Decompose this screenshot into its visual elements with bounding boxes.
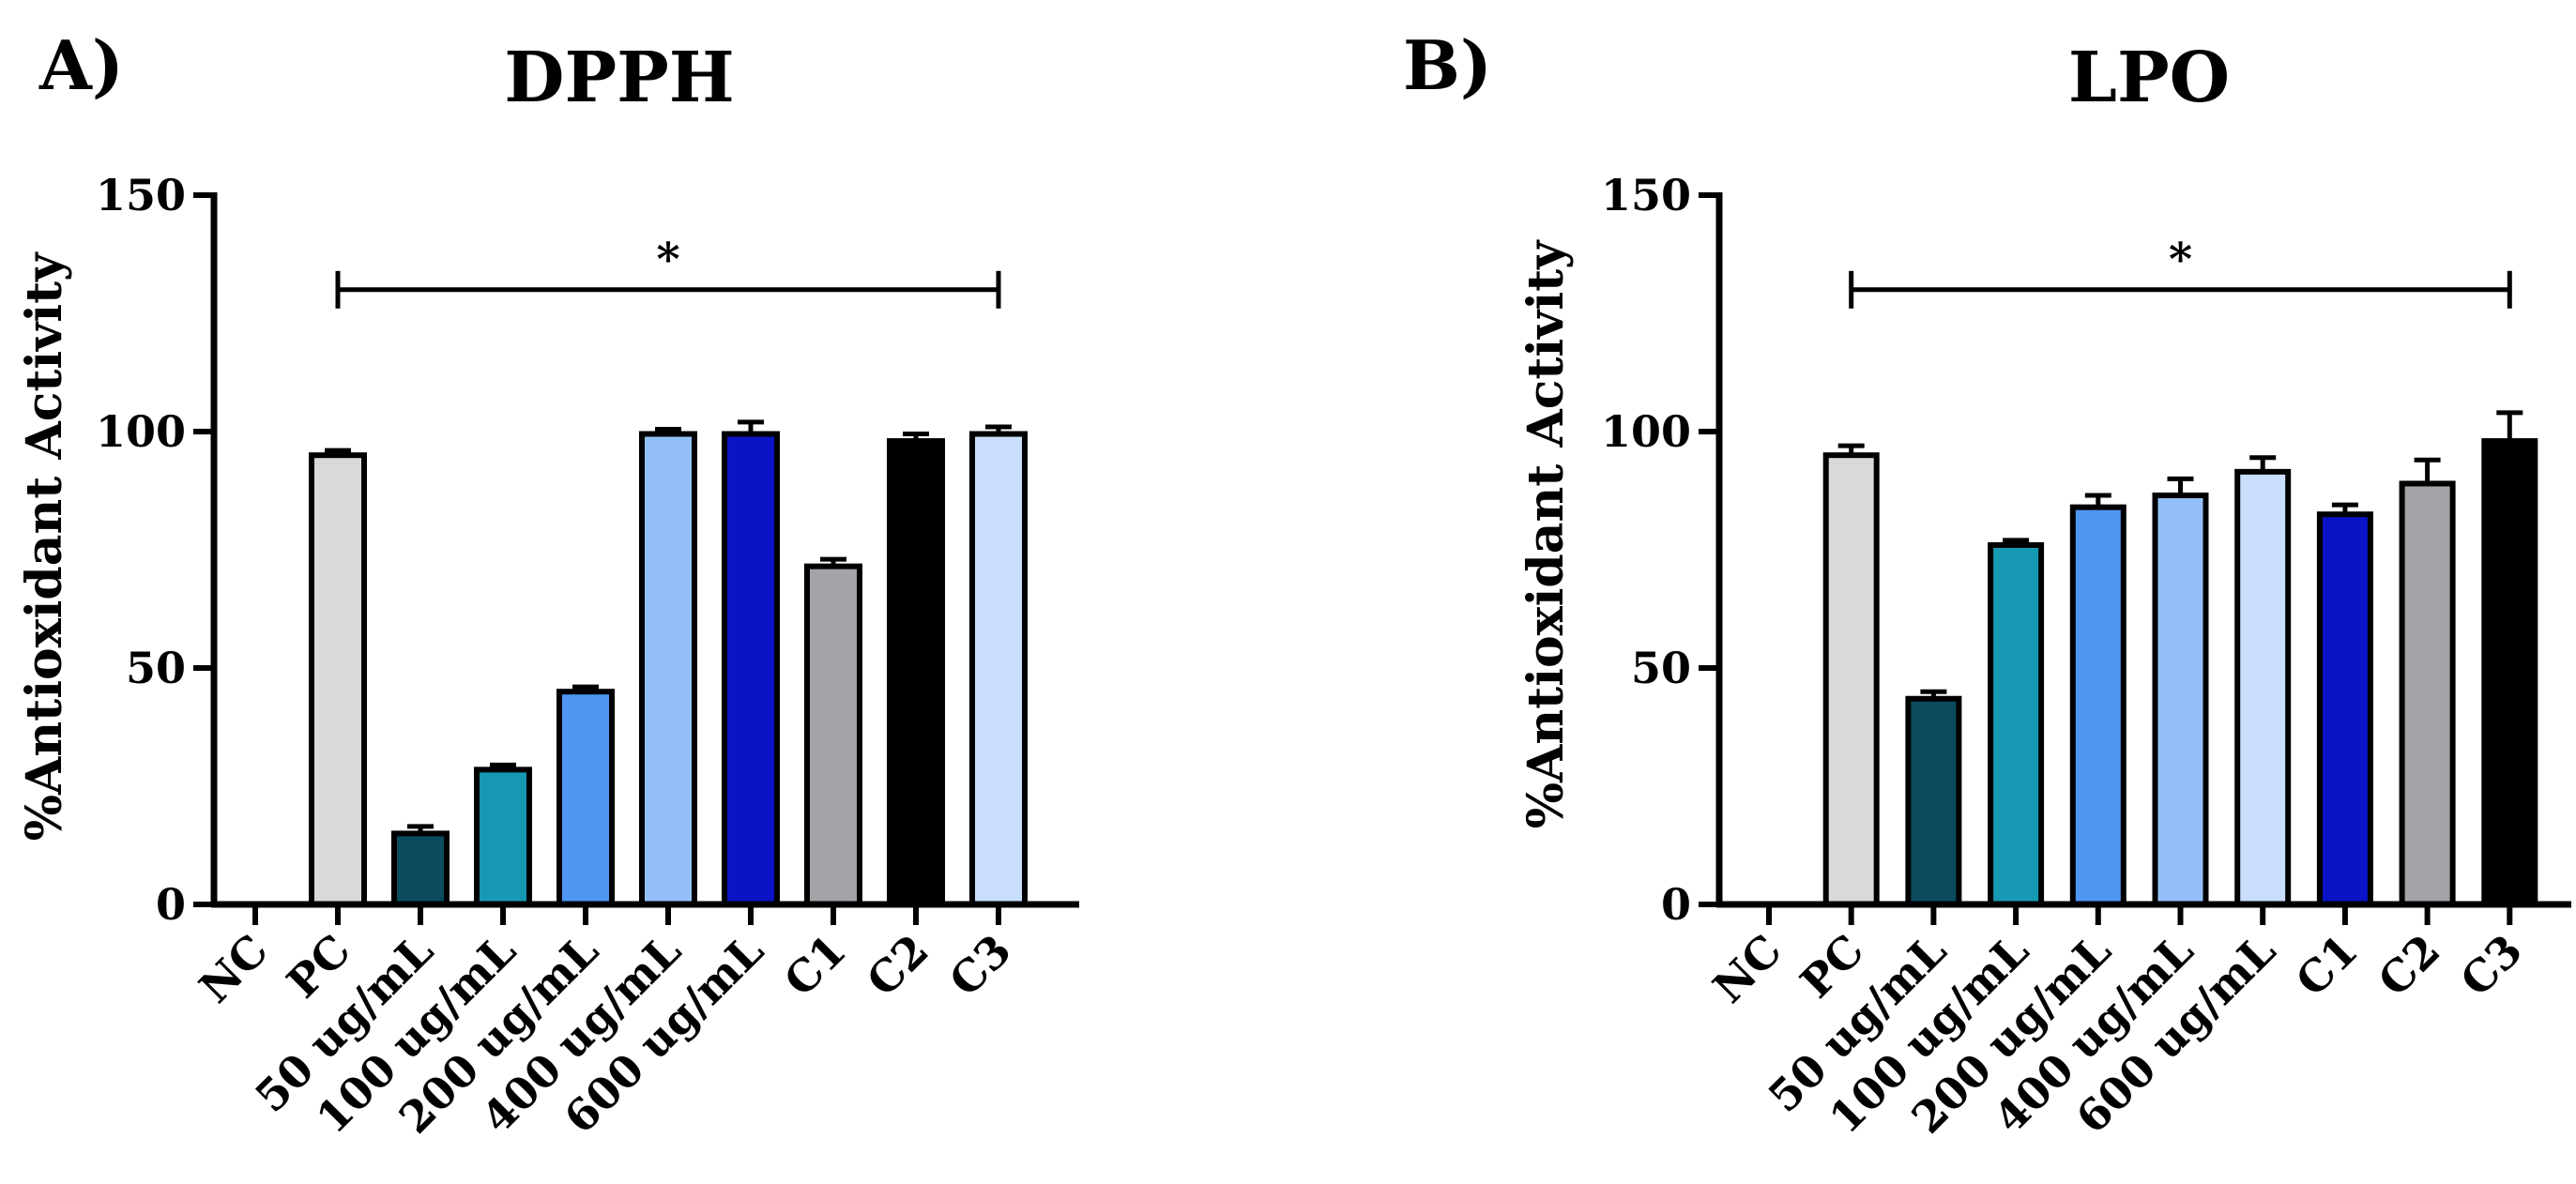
- chart-title: DPPH: [504, 38, 734, 118]
- bar: [2316, 511, 2373, 907]
- x-tick-label: NC: [190, 925, 278, 1013]
- bar: [722, 431, 780, 907]
- bar: [887, 438, 945, 907]
- bar: [2069, 504, 2126, 907]
- y-tick-label: 100: [96, 406, 186, 457]
- y-tick-label: 0: [156, 879, 186, 930]
- panel-label: B): [1403, 25, 1492, 105]
- y-tick-label: 100: [1601, 406, 1691, 457]
- y-tick-label: 150: [1601, 170, 1691, 220]
- bar: [2234, 468, 2292, 907]
- bar: [474, 767, 532, 907]
- x-tick-label: C2: [857, 925, 938, 1007]
- y-tick-label: 150: [96, 170, 186, 220]
- x-tick-label: C1: [774, 925, 856, 1007]
- y-axis-label: %Antioxidant Activity: [1517, 239, 1575, 829]
- x-tick-label: NC: [1703, 925, 1791, 1013]
- y-tick-label: 0: [1661, 879, 1691, 930]
- bar: [2481, 438, 2538, 907]
- y-tick-label: 50: [1631, 643, 1691, 693]
- bar: [2399, 480, 2456, 907]
- y-axis-label: %Antioxidant Activity: [16, 251, 73, 842]
- bar: [1905, 695, 1962, 908]
- x-tick-label: C1: [2286, 925, 2368, 1007]
- bar: [1822, 452, 1880, 907]
- significance-label: *: [656, 234, 679, 286]
- y-tick-label: 50: [126, 643, 186, 693]
- bar: [391, 830, 450, 908]
- x-tick-label: C3: [939, 925, 1021, 1007]
- bar: [969, 431, 1028, 907]
- bar: [556, 689, 615, 908]
- bar: [1988, 541, 2045, 908]
- panel-label: A): [38, 25, 124, 105]
- x-tick-label: C2: [2369, 925, 2450, 1007]
- chart-title: LPO: [2068, 38, 2230, 118]
- bar: [639, 431, 697, 907]
- bar: [2152, 493, 2209, 907]
- significance-label: *: [2169, 234, 2192, 286]
- x-tick-label: C3: [2450, 925, 2532, 1007]
- bar: [804, 563, 862, 907]
- bar: [309, 452, 367, 907]
